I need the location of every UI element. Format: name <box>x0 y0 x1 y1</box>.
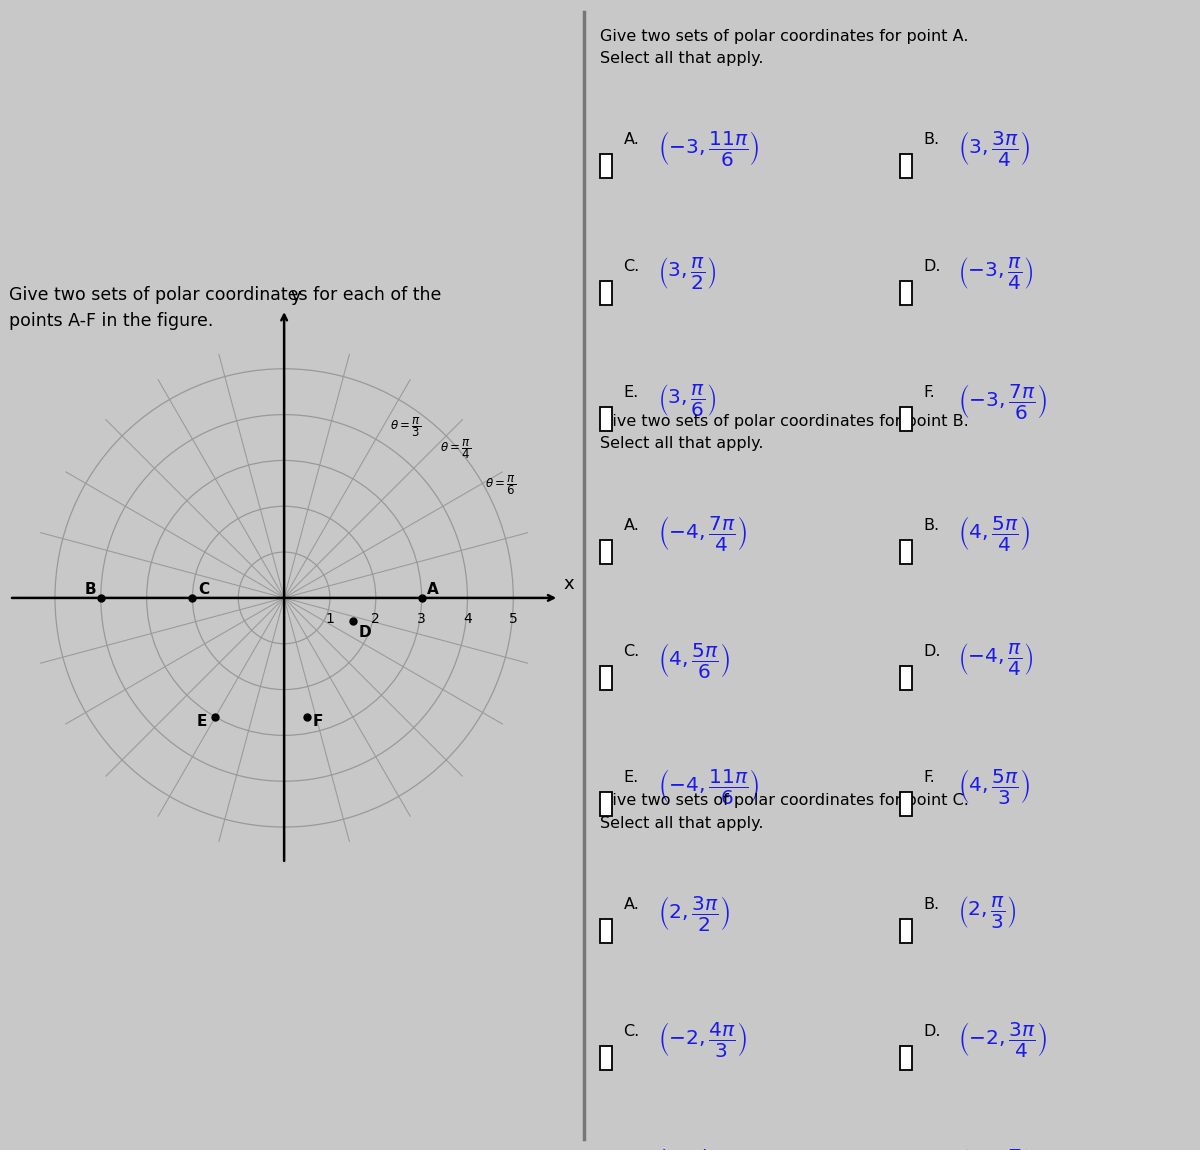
Text: $\left(-4,\dfrac{7\pi}{4}\right)$: $\left(-4,\dfrac{7\pi}{4}\right)$ <box>659 514 748 553</box>
FancyBboxPatch shape <box>600 919 612 943</box>
FancyBboxPatch shape <box>900 539 912 564</box>
Text: $\theta=\dfrac{\pi}{4}$: $\theta=\dfrac{\pi}{4}$ <box>440 437 472 461</box>
Text: F.: F. <box>923 385 935 400</box>
Text: $\left(3,\dfrac{3\pi}{4}\right)$: $\left(3,\dfrac{3\pi}{4}\right)$ <box>959 129 1031 168</box>
Text: $\left(-3,\dfrac{\pi}{4}\right)$: $\left(-3,\dfrac{\pi}{4}\right)$ <box>959 255 1033 291</box>
Text: Give two sets of polar coordinates for point C.
Select all that apply.: Give two sets of polar coordinates for p… <box>600 793 970 830</box>
FancyBboxPatch shape <box>600 407 612 431</box>
FancyBboxPatch shape <box>900 407 912 431</box>
Text: Give two sets of polar coordinates for point B.
Select all that apply.: Give two sets of polar coordinates for p… <box>600 414 968 451</box>
Text: 1: 1 <box>325 612 335 626</box>
Text: F: F <box>312 714 323 729</box>
FancyBboxPatch shape <box>900 792 912 816</box>
FancyBboxPatch shape <box>600 1045 612 1070</box>
Text: 4: 4 <box>463 612 472 626</box>
Text: $\left(-3,\dfrac{7\pi}{6}\right)$: $\left(-3,\dfrac{7\pi}{6}\right)$ <box>959 382 1048 421</box>
FancyBboxPatch shape <box>600 539 612 564</box>
Text: $\left(2,\dfrac{3\pi}{2}\right)$: $\left(2,\dfrac{3\pi}{2}\right)$ <box>659 894 731 933</box>
Text: $\left(4,\dfrac{5\pi}{4}\right)$: $\left(4,\dfrac{5\pi}{4}\right)$ <box>959 514 1031 553</box>
FancyBboxPatch shape <box>600 281 612 305</box>
Text: D.: D. <box>923 644 941 659</box>
Text: $(2,\pi)$: $(2,\pi)$ <box>659 1147 709 1150</box>
Text: $\left(-2,\dfrac{\pi}{4}\right)$: $\left(-2,\dfrac{\pi}{4}\right)$ <box>959 1147 1033 1150</box>
Text: x: x <box>564 575 575 593</box>
FancyBboxPatch shape <box>900 154 912 178</box>
Text: B.: B. <box>923 132 940 147</box>
Text: 2: 2 <box>372 612 380 626</box>
FancyBboxPatch shape <box>600 792 612 816</box>
Text: C.: C. <box>624 644 640 659</box>
Text: $\theta=\dfrac{\pi}{3}$: $\theta=\dfrac{\pi}{3}$ <box>390 415 421 439</box>
Text: 5: 5 <box>509 612 517 626</box>
Text: E.: E. <box>624 385 638 400</box>
Text: D.: D. <box>923 259 941 274</box>
Text: D: D <box>359 624 371 639</box>
FancyBboxPatch shape <box>900 281 912 305</box>
Text: $\left(-3,\dfrac{11\pi}{6}\right)$: $\left(-3,\dfrac{11\pi}{6}\right)$ <box>659 129 760 168</box>
FancyBboxPatch shape <box>900 1045 912 1070</box>
Text: y: y <box>292 286 301 305</box>
Text: $\left(3,\dfrac{\pi}{2}\right)$: $\left(3,\dfrac{\pi}{2}\right)$ <box>659 255 716 291</box>
FancyBboxPatch shape <box>600 154 612 178</box>
Text: D.: D. <box>923 1024 941 1038</box>
Text: $\left(-2,\dfrac{4\pi}{3}\right)$: $\left(-2,\dfrac{4\pi}{3}\right)$ <box>659 1020 748 1059</box>
Text: B.: B. <box>923 518 940 532</box>
Text: Give two sets of polar coordinates for each of the
points A-F in the figure.: Give two sets of polar coordinates for e… <box>10 286 442 330</box>
FancyBboxPatch shape <box>900 666 912 690</box>
Text: $\left(-2,\dfrac{3\pi}{4}\right)$: $\left(-2,\dfrac{3\pi}{4}\right)$ <box>959 1020 1048 1059</box>
Text: $\theta=\dfrac{\pi}{6}$: $\theta=\dfrac{\pi}{6}$ <box>486 474 516 498</box>
Text: B.: B. <box>923 897 940 912</box>
Text: A.: A. <box>624 132 640 147</box>
Text: A.: A. <box>624 518 640 532</box>
Text: 3: 3 <box>418 612 426 626</box>
Text: A: A <box>427 582 439 597</box>
Text: $\left(2,\dfrac{\pi}{3}\right)$: $\left(2,\dfrac{\pi}{3}\right)$ <box>959 894 1016 929</box>
Text: $\left(-4,\dfrac{11\pi}{6}\right)$: $\left(-4,\dfrac{11\pi}{6}\right)$ <box>659 767 760 806</box>
Text: $\left(-4,\dfrac{\pi}{4}\right)$: $\left(-4,\dfrac{\pi}{4}\right)$ <box>959 641 1033 676</box>
Text: $\left(3,\dfrac{\pi}{6}\right)$: $\left(3,\dfrac{\pi}{6}\right)$ <box>659 382 716 417</box>
Text: A.: A. <box>624 897 640 912</box>
Text: C: C <box>198 582 209 597</box>
FancyBboxPatch shape <box>900 919 912 943</box>
Text: $\left(4,\dfrac{5\pi}{6}\right)$: $\left(4,\dfrac{5\pi}{6}\right)$ <box>659 641 731 680</box>
FancyBboxPatch shape <box>600 666 612 690</box>
Text: $\left(4,\dfrac{5\pi}{3}\right)$: $\left(4,\dfrac{5\pi}{3}\right)$ <box>959 767 1031 806</box>
Text: C.: C. <box>624 1024 640 1038</box>
Text: Give two sets of polar coordinates for point A.
Select all that apply.: Give two sets of polar coordinates for p… <box>600 29 968 66</box>
Text: E: E <box>197 714 208 729</box>
Text: E.: E. <box>624 770 638 785</box>
Text: B: B <box>85 582 96 597</box>
Text: C.: C. <box>624 259 640 274</box>
Text: F.: F. <box>923 770 935 785</box>
